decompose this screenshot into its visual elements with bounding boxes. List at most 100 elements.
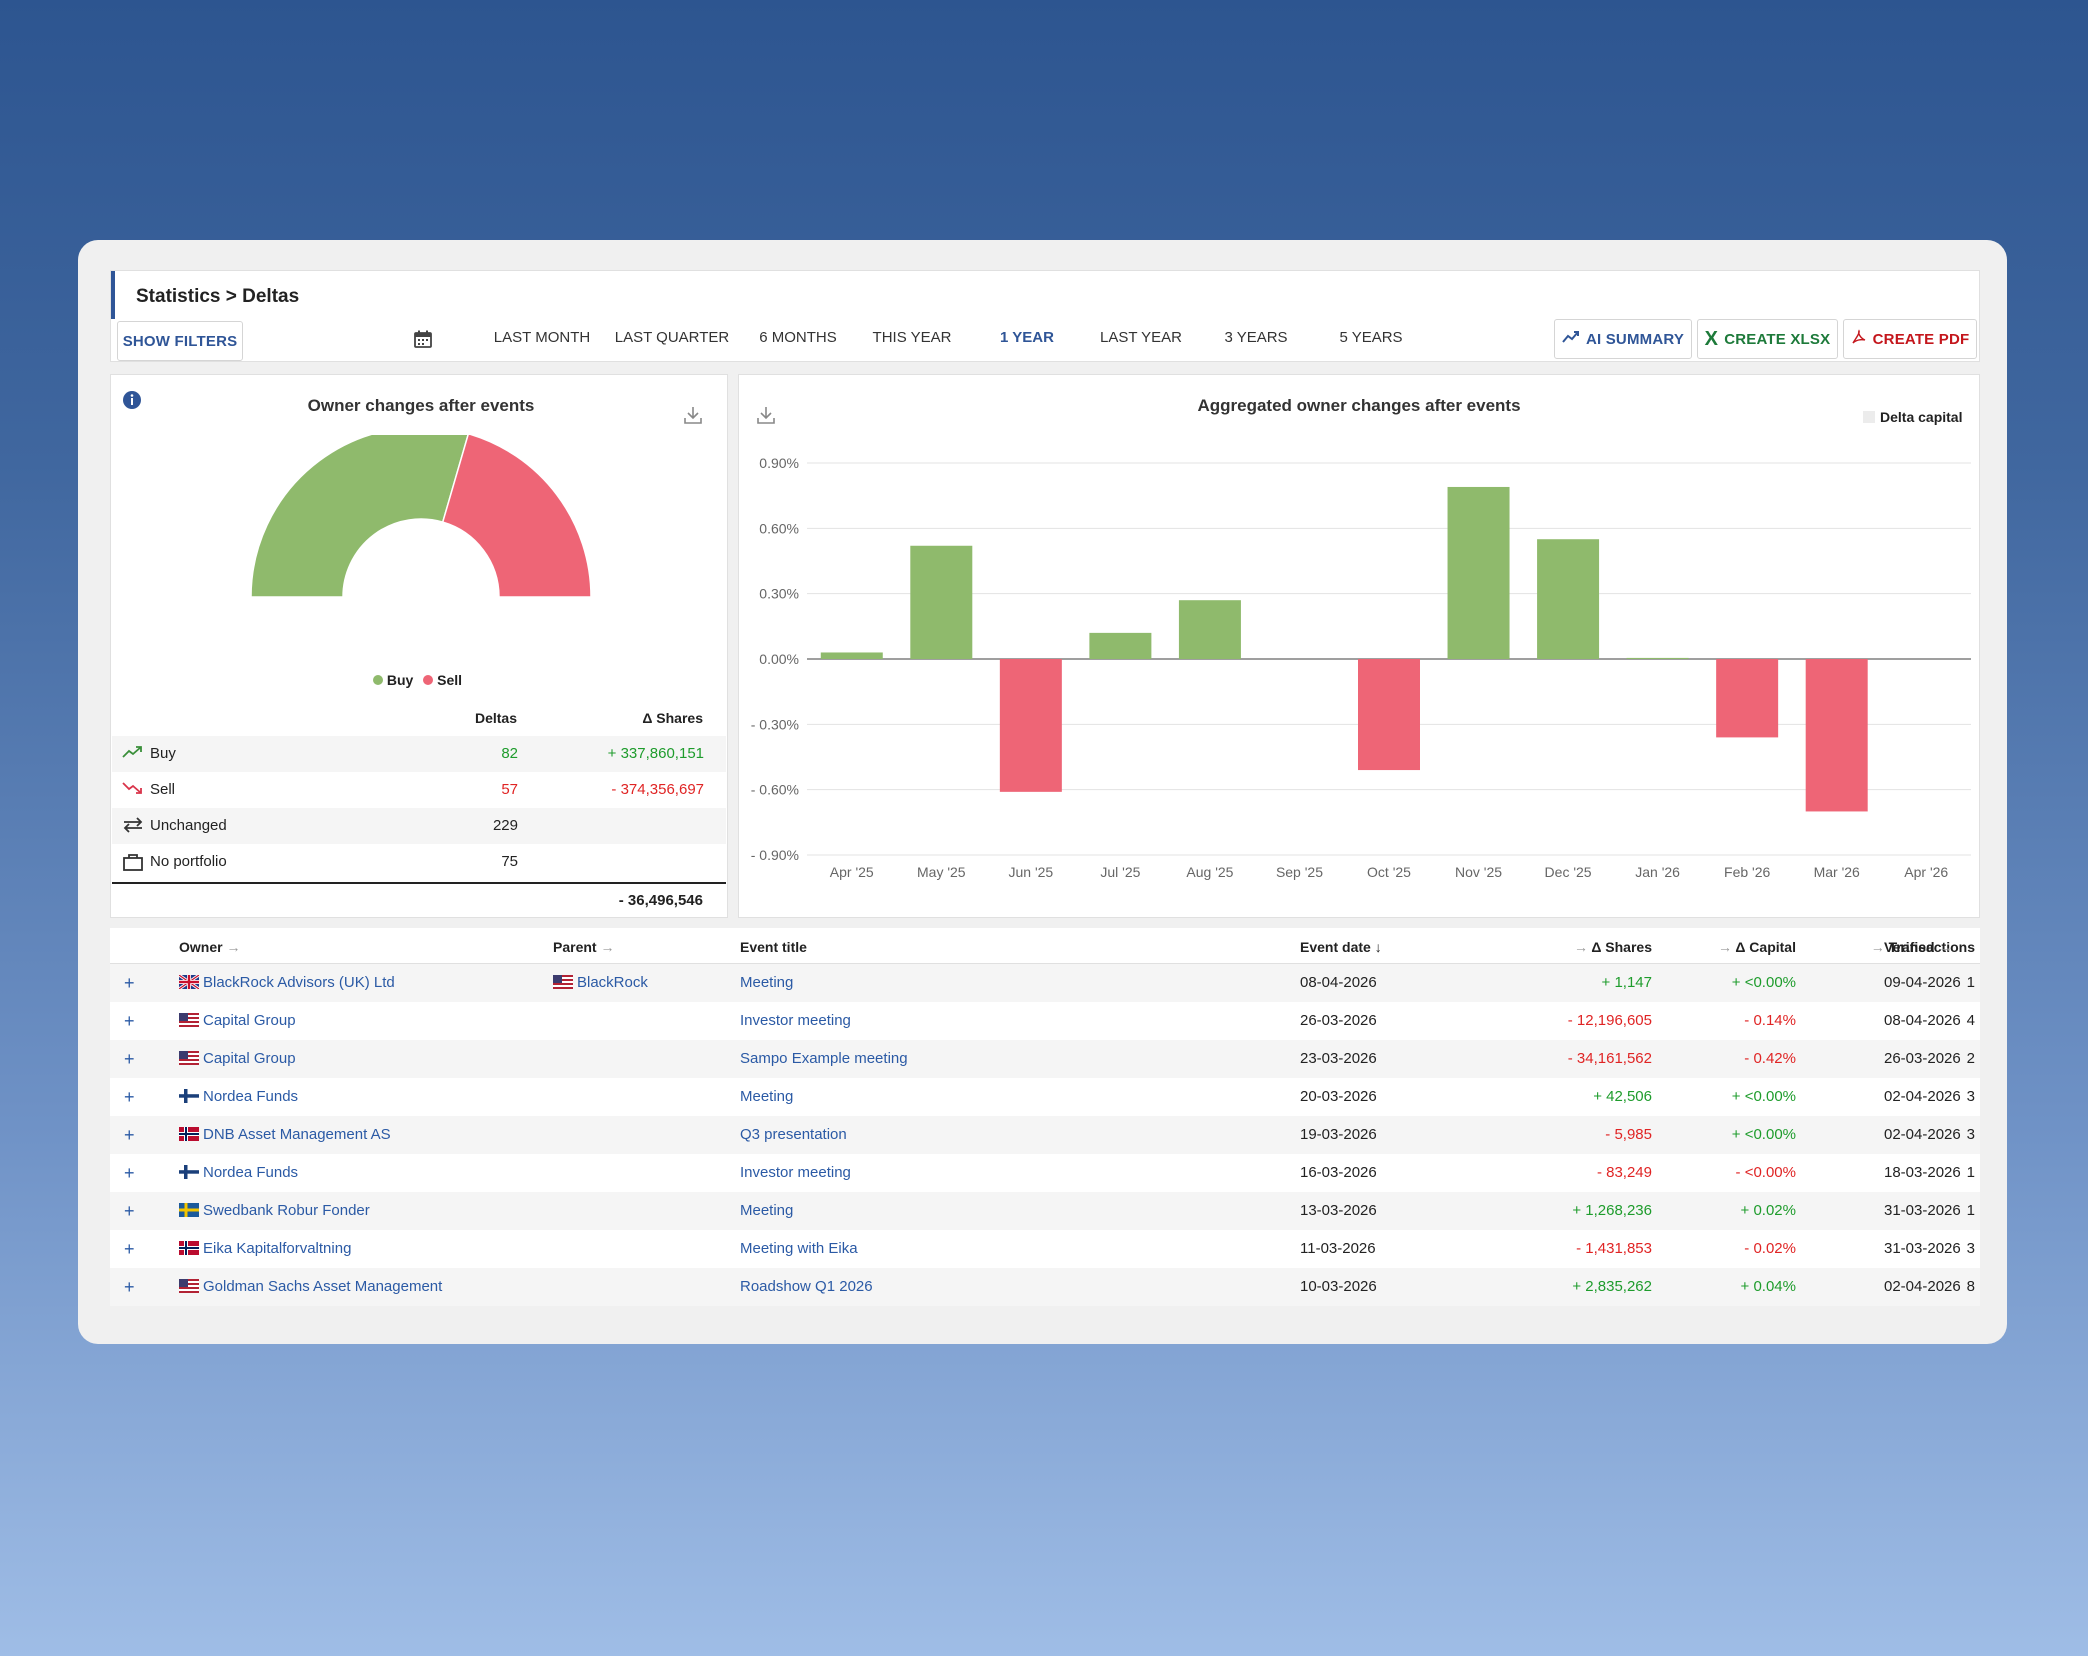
x-tick-label: Mar '26 — [1814, 864, 1860, 880]
bar-feb26[interactable] — [1716, 659, 1779, 738]
bar-nov25[interactable] — [1447, 486, 1510, 659]
event-title-link[interactable]: Investor meeting — [740, 1164, 851, 1181]
owner-link[interactable]: Capital Group — [179, 1050, 296, 1067]
expand-row-button[interactable]: + — [124, 1277, 135, 1297]
owner-link[interactable]: Goldman Sachs Asset Management — [179, 1278, 442, 1295]
owner-link[interactable]: BlackRock Advisors (UK) Ltd — [179, 974, 395, 991]
transactions-column-header[interactable]: → Transactions — [1750, 939, 1975, 955]
bar-dec25[interactable] — [1537, 539, 1600, 659]
bar-mar26[interactable] — [1805, 659, 1868, 812]
donut-slice-sell[interactable] — [441, 435, 592, 598]
event-date: 10-03-2026 — [1300, 1278, 1377, 1295]
table-row[interactable]: + Nordea Funds Investor meeting 16-03-2026 -… — [110, 1154, 1980, 1192]
event-title-link[interactable]: Q3 presentation — [740, 1126, 847, 1143]
owner-name: Swedbank Robur Fonder — [203, 1202, 370, 1219]
table-row[interactable]: + Capital Group Sampo Example meeting 23-03… — [110, 1040, 1980, 1078]
table-row[interactable]: + Goldman Sachs Asset Management Roadshow … — [110, 1268, 1980, 1306]
table-row[interactable]: + BlackRock Advisors (UK) Ltd BlackRock Mee… — [110, 964, 1980, 1002]
sort-down-icon: ↓ — [1374, 939, 1382, 955]
period-1-year[interactable]: 1 YEAR — [1000, 329, 1054, 346]
expand-row-button[interactable]: + — [124, 1087, 135, 1107]
owner-link[interactable]: Swedbank Robur Fonder — [179, 1202, 370, 1219]
aggregated-changes-title: Aggregated owner changes after events — [1197, 396, 1521, 415]
event-title-link[interactable]: Meeting with Eika — [740, 1240, 858, 1257]
period-6-months[interactable]: 6 MONTHS — [759, 329, 837, 346]
verified-date: 09-04-2026 — [1884, 974, 1961, 991]
event-title-link[interactable]: Sampo Example meeting — [740, 1050, 908, 1067]
bar-aug25[interactable] — [1178, 600, 1241, 659]
period-last-month[interactable]: LAST MONTH — [493, 329, 591, 346]
event-title-link[interactable]: Meeting — [740, 1202, 794, 1219]
bar-jan26[interactable] — [1626, 657, 1689, 659]
period-3-years[interactable]: 3 YEARS — [1224, 329, 1288, 346]
parent-name: BlackRock — [577, 974, 648, 991]
swap-icon — [122, 817, 144, 838]
owner-link[interactable]: DNB Asset Management AS — [179, 1126, 391, 1143]
x-tick-label: Apr '25 — [830, 864, 874, 880]
period-last-year[interactable]: LAST YEAR — [1100, 329, 1182, 346]
parent-column-header[interactable]: Parent → — [553, 939, 614, 955]
table-row[interactable]: + Capital Group Investor meeting 26-03-2026… — [110, 1002, 1980, 1040]
event-title-link[interactable]: Investor meeting — [740, 1012, 851, 1029]
ai-summary-button[interactable]: AI SUMMARY — [1554, 319, 1692, 359]
bar-oct25[interactable] — [1358, 659, 1420, 771]
create-pdf-button[interactable]: CREATE PDF — [1843, 319, 1977, 359]
sort-arrow-icon: → — [1870, 939, 1885, 955]
expand-row-button[interactable]: + — [124, 1163, 135, 1183]
period-5-years[interactable]: 5 YEARS — [1339, 329, 1403, 346]
parent-link[interactable]: BlackRock — [553, 974, 648, 991]
table-row[interactable]: + Nordea Funds Meeting 20-03-2026 + 42,506 + … — [110, 1078, 1980, 1116]
us-flag-icon — [179, 1278, 203, 1295]
delta-capital: + <0.00% — [1731, 974, 1796, 991]
table-row[interactable]: + Eika Kapitalforvaltning Meeting with Eik… — [110, 1230, 1980, 1268]
event-title-link[interactable]: Roadshow Q1 2026 — [740, 1278, 873, 1295]
calendar-icon[interactable] — [413, 329, 433, 354]
y-tick-label: 0.00% — [759, 651, 799, 667]
create-xlsx-button[interactable]: X CREATE XLSX — [1697, 319, 1838, 359]
bar-jun25[interactable] — [999, 659, 1062, 792]
bar-jul25[interactable] — [1089, 632, 1152, 659]
owner-link[interactable]: Nordea Funds — [179, 1088, 298, 1105]
y-tick-label: - 0.30% — [751, 716, 799, 732]
capital-column-header[interactable]: → Δ Capital — [1610, 939, 1796, 955]
expand-row-button[interactable]: + — [124, 1239, 135, 1259]
expand-row-button[interactable]: + — [124, 973, 135, 993]
verified-column-header[interactable]: Verified → — [1884, 939, 1952, 955]
event-date: 16-03-2026 — [1300, 1164, 1377, 1181]
show-filters-button[interactable]: SHOW FILTERS — [117, 321, 243, 361]
bar-apr25[interactable] — [820, 652, 883, 659]
owner-name: DNB Asset Management AS — [203, 1126, 391, 1143]
table-header-row: Owner → Parent → Event title Event date … — [110, 928, 1980, 964]
download-icon[interactable] — [683, 405, 703, 430]
period-this-year[interactable]: THIS YEAR — [872, 329, 952, 346]
owner-column-header[interactable]: Owner → — [179, 939, 240, 955]
owner-link[interactable]: Capital Group — [179, 1012, 296, 1029]
table-row[interactable]: + DNB Asset Management AS Q3 presentation 1… — [110, 1116, 1980, 1154]
delta-capital: - 0.42% — [1744, 1050, 1796, 1067]
bar-download-icon[interactable] — [756, 405, 776, 430]
table-row[interactable]: + Swedbank Robur Fonder Meeting 13-03-2026 +… — [110, 1192, 1980, 1230]
event-title-column-header[interactable]: Event title — [740, 939, 807, 955]
expand-row-button[interactable]: + — [124, 1011, 135, 1031]
expand-row-button[interactable]: + — [124, 1125, 135, 1145]
event-date-column-header[interactable]: Event date ↓ — [1300, 939, 1382, 955]
half-donut-chart — [250, 435, 592, 598]
create-pdf-label: CREATE PDF — [1872, 330, 1970, 348]
expand-row-button[interactable]: + — [124, 1201, 135, 1221]
owner-name: Capital Group — [203, 1050, 296, 1067]
bar-legend[interactable]: Delta capital — [1863, 409, 1962, 425]
period-last-quarter[interactable]: LAST QUARTER — [614, 329, 730, 346]
event-title-link[interactable]: Meeting — [740, 974, 794, 991]
expand-row-button[interactable]: + — [124, 1049, 135, 1069]
owner-link[interactable]: Nordea Funds — [179, 1164, 298, 1181]
owner-link[interactable]: Eika Kapitalforvaltning — [179, 1240, 351, 1257]
event-title-link[interactable]: Meeting — [740, 1088, 794, 1105]
bar-may25[interactable] — [910, 545, 973, 659]
shares-column-header[interactable]: → Δ Shares — [1446, 939, 1652, 955]
donut-slice-buy[interactable] — [250, 435, 469, 598]
owner-name: BlackRock Advisors (UK) Ltd — [203, 974, 395, 991]
info-icon[interactable] — [122, 390, 142, 415]
y-tick-label: 0.60% — [759, 520, 799, 536]
legend-delta-label: Delta capital — [1880, 409, 1963, 425]
sort-arrow-icon: → — [1938, 939, 1953, 955]
